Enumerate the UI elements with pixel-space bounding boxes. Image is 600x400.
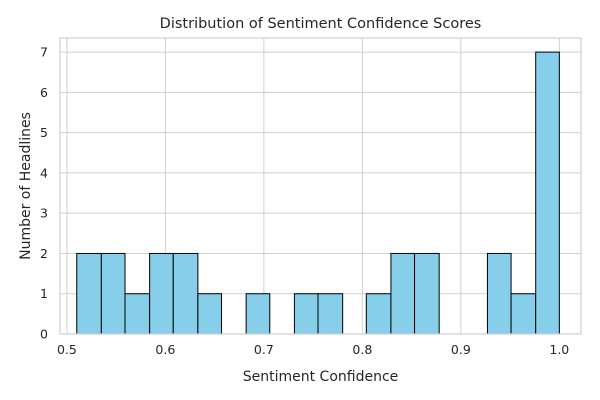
x-axis-label: Sentiment Confidence: [243, 369, 399, 385]
y-tick-label: 4: [40, 165, 48, 180]
histogram-bar: [486, 252, 512, 335]
y-tick-label: 7: [40, 45, 48, 60]
histogram-bar: [390, 252, 416, 335]
chart-title: Distribution of Sentiment Confidence Sco…: [160, 16, 482, 32]
histogram-bar: [197, 293, 223, 335]
x-tick-label: 0.8: [352, 342, 372, 357]
y-tick-label: 6: [40, 85, 48, 100]
histogram-bar: [100, 252, 126, 335]
x-tick-label: 0.6: [155, 342, 175, 357]
histogram-bar: [365, 293, 392, 335]
y-tick-label: 3: [40, 206, 48, 221]
y-tick-label: 5: [40, 125, 48, 140]
histogram-bar: [245, 293, 271, 335]
y-axis-label: Number of Headlines: [18, 112, 34, 260]
histogram-bar: [124, 293, 151, 335]
x-tick-label: 0.9: [451, 342, 471, 357]
histogram-bar: [172, 252, 199, 335]
x-tick-label: 0.5: [57, 342, 77, 357]
x-tick-label: 1.0: [549, 342, 569, 357]
x-tick-label: 0.7: [254, 342, 274, 357]
histogram-bar: [510, 293, 537, 335]
histogram-bar: [149, 252, 174, 335]
y-tick-label: 1: [40, 286, 48, 301]
y-tick-label: 0: [40, 327, 48, 342]
histogram-bar: [535, 51, 560, 335]
histogram-bar: [293, 293, 319, 335]
histogram-bar: [76, 252, 102, 335]
histogram-bar: [414, 252, 440, 335]
histogram-bars: [76, 51, 560, 335]
histogram-bar: [317, 293, 344, 335]
plot-frame: [59, 37, 582, 335]
tick-labels: 0.5 0.6 0.7 0.8 0.9 1.0 0 1 2 3 4 5 6 7: [40, 45, 569, 357]
y-tick-label: 2: [40, 246, 48, 261]
